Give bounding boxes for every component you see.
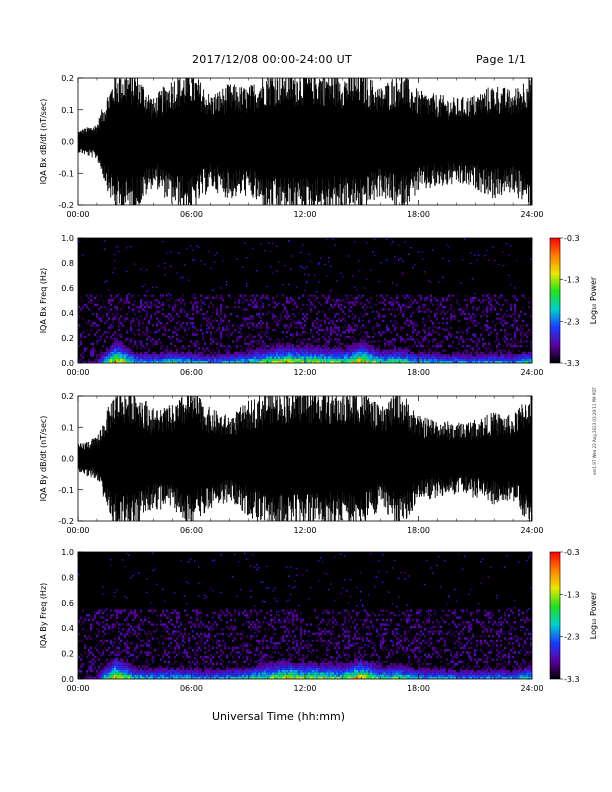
colorbar-tick-label: -2.3 xyxy=(564,633,580,642)
x-tick-label: 00:00 xyxy=(66,210,89,219)
x-axis-title: Universal Time (hh:mm) xyxy=(212,710,345,723)
y-tick-label: 1.0 xyxy=(61,234,74,243)
x-tick-label: 00:00 xyxy=(66,684,89,693)
panel-3 xyxy=(77,395,533,522)
x-tick-label: 12:00 xyxy=(293,526,316,535)
x-tick-label: 18:00 xyxy=(407,210,430,219)
y-tick-label: 0.1 xyxy=(61,423,74,432)
x-tick-label: 24:00 xyxy=(520,210,543,219)
x-tick-label: 18:00 xyxy=(407,526,430,535)
y-axis-label: IQA By Freq (Hz) xyxy=(39,583,48,649)
y-tick-label: -0.2 xyxy=(58,201,74,210)
version-stamp: ver1.97 Wed 23 Aug 2023 03:29:11 PM PDT xyxy=(592,387,597,475)
colorbar-tick-label: -3.3 xyxy=(564,359,580,368)
x-tick-label: 00:00 xyxy=(66,368,89,377)
y-tick-label: 0.4 xyxy=(61,309,74,318)
colorbar-tick-label: -3.3 xyxy=(564,675,580,684)
colorbar-tick-label: -0.3 xyxy=(564,234,580,243)
x-tick-label: 12:00 xyxy=(293,210,316,219)
x-tick-label: 06:00 xyxy=(180,684,203,693)
panel-1 xyxy=(77,77,533,206)
y-tick-label: 0.0 xyxy=(61,455,74,464)
x-tick-label: 24:00 xyxy=(520,526,543,535)
y-tick-label: 0.2 xyxy=(61,650,74,659)
y-tick-label: -0.1 xyxy=(58,169,74,178)
y-tick-label: -0.1 xyxy=(58,486,74,495)
colorbar-title: Log₁₀ Power xyxy=(589,276,598,324)
y-tick-label: 0.0 xyxy=(61,359,74,368)
colorbar-title: Log₁₀ Power xyxy=(589,591,598,639)
y-axis-label: IQA Bx dB/dt (nT/sec) xyxy=(39,99,48,185)
x-tick-label: 06:00 xyxy=(180,368,203,377)
x-tick-label: 12:00 xyxy=(293,368,316,377)
colorbar-tick-label: -0.3 xyxy=(564,548,580,557)
y-axis-label: IQA Bx Freq (Hz) xyxy=(39,268,48,334)
spectrogram-4 xyxy=(78,552,532,679)
x-tick-label: 12:00 xyxy=(293,684,316,693)
x-tick-label: 06:00 xyxy=(180,210,203,219)
panel-2 xyxy=(77,237,563,364)
y-tick-label: 0.0 xyxy=(61,675,74,684)
colorbar-tick-label: -1.3 xyxy=(564,276,580,285)
y-tick-label: 0.6 xyxy=(61,599,74,608)
colorbar-2 xyxy=(549,237,561,364)
y-tick-label: 0.0 xyxy=(61,138,74,147)
x-tick-label: 18:00 xyxy=(407,368,430,377)
colorbar-4 xyxy=(549,551,561,680)
x-tick-label: 18:00 xyxy=(407,684,430,693)
y-tick-label: 0.4 xyxy=(61,624,74,633)
y-tick-label: 1.0 xyxy=(61,548,74,557)
trace-3 xyxy=(78,396,532,521)
colorbar-tick-label: -1.3 xyxy=(564,590,580,599)
x-tick-label: 24:00 xyxy=(520,684,543,693)
colorbar-tick-label: -2.3 xyxy=(564,317,580,326)
page-indicator: Page 1/1 xyxy=(476,53,527,66)
y-axis-label: IQA By dB/dt (nT/sec) xyxy=(39,416,48,502)
y-tick-label: 0.6 xyxy=(61,284,74,293)
trace-1 xyxy=(78,78,532,205)
x-tick-label: 24:00 xyxy=(520,368,543,377)
x-tick-label: 06:00 xyxy=(180,526,203,535)
x-tick-label: 00:00 xyxy=(66,526,89,535)
y-tick-label: 0.8 xyxy=(61,573,74,582)
y-tick-label: 0.8 xyxy=(61,259,74,268)
y-tick-label: -0.2 xyxy=(58,517,74,526)
y-tick-label: 0.2 xyxy=(61,74,74,83)
y-tick-label: 0.2 xyxy=(61,392,74,401)
y-tick-label: 0.1 xyxy=(61,106,74,115)
panel-4 xyxy=(77,551,563,680)
plot-title: 2017/12/08 00:00-24:00 UT xyxy=(192,53,353,66)
y-tick-label: 0.2 xyxy=(61,334,74,343)
spectrogram-2 xyxy=(78,238,532,363)
